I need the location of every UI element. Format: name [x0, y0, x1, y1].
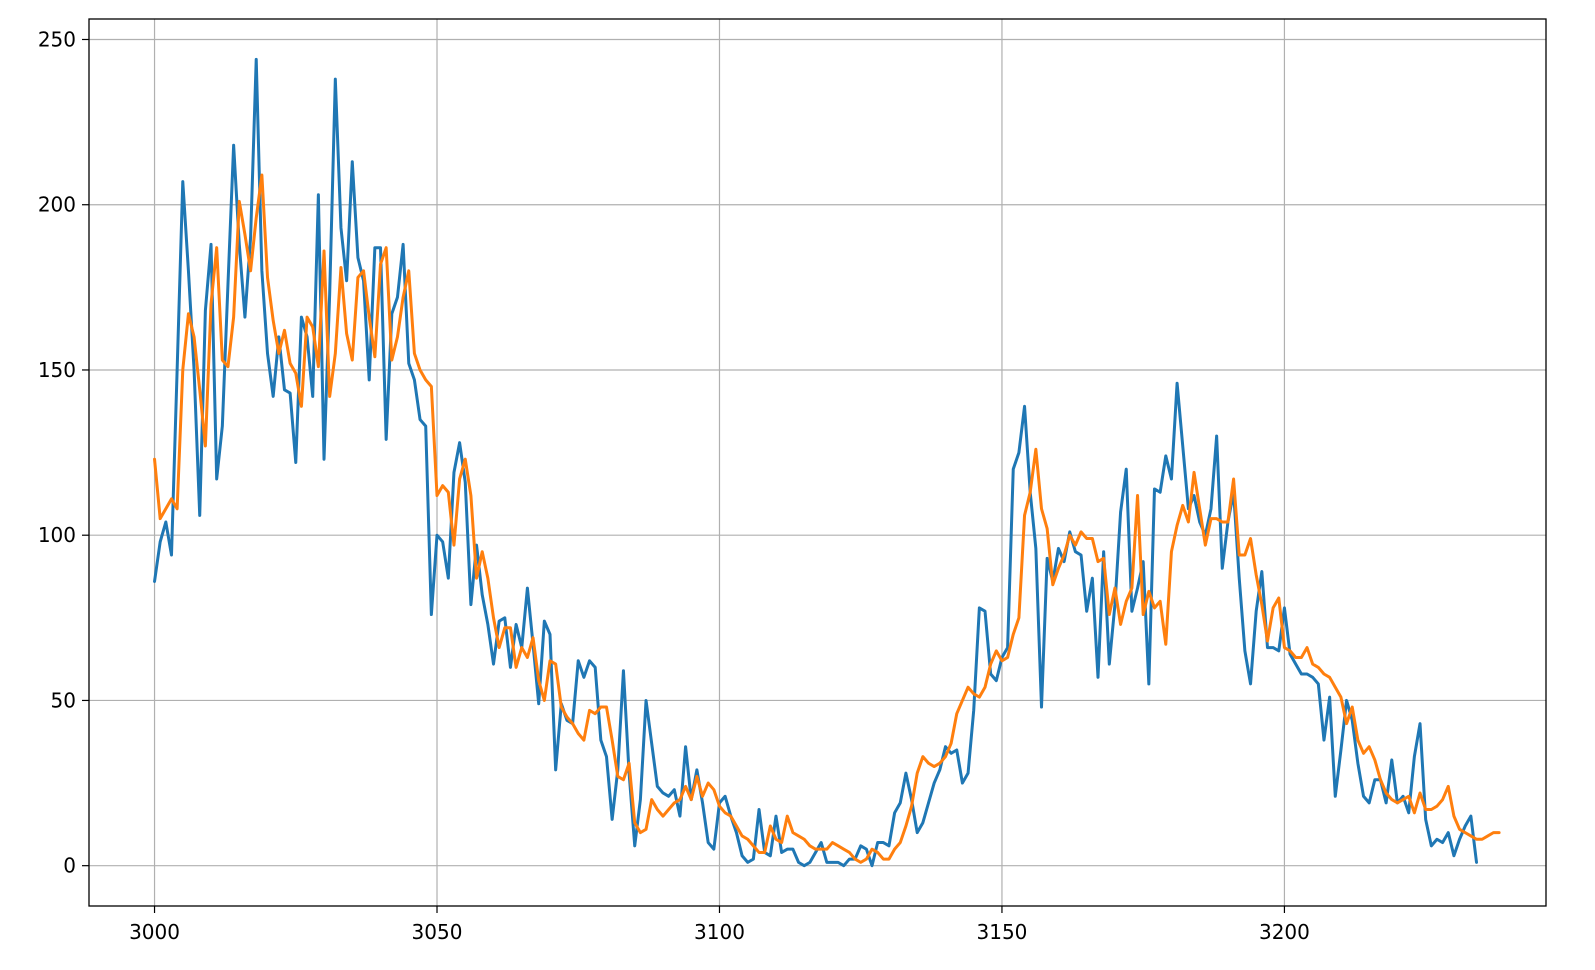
gridlines: [89, 19, 1546, 906]
x-tick-label: 3100: [694, 920, 745, 944]
y-axis: 0 50 100 150 200 250: [38, 27, 89, 878]
series-line-1: [153, 57, 1479, 868]
y-tick-label: 150: [38, 358, 76, 382]
x-tick-label: 3050: [412, 920, 463, 944]
plot-series: [153, 57, 1501, 868]
series-line-2: [153, 173, 1501, 864]
x-axis: 3000 3050 3100 3150 3200: [129, 906, 1310, 944]
x-tick-label: 3200: [1259, 920, 1310, 944]
y-tick-label: 0: [63, 854, 76, 878]
y-tick-label: 200: [38, 193, 76, 217]
y-tick-label: 100: [38, 523, 76, 547]
axes-frame: [88, 18, 1547, 907]
y-tick-label: 50: [51, 688, 76, 712]
x-tick-label: 3000: [129, 920, 180, 944]
y-tick-label: 250: [38, 27, 76, 51]
x-tick-label: 3150: [977, 920, 1028, 944]
